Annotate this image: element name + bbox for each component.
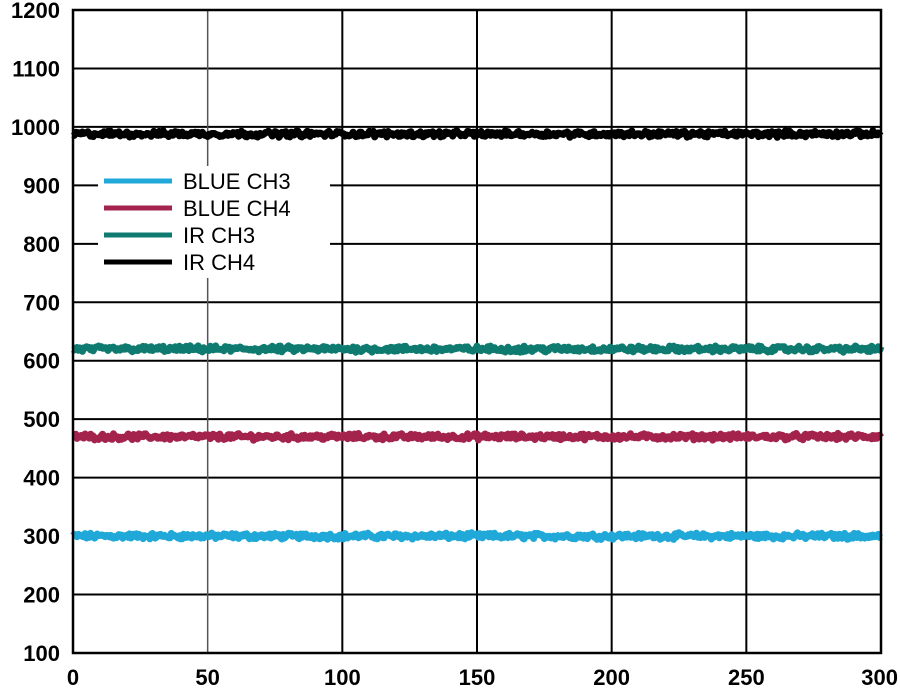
y-tick-label-200: 200: [23, 583, 60, 608]
plot-frame: [71, 8, 883, 655]
series-line-ir-ch4: [70, 127, 884, 141]
y-tick-label-300: 300: [23, 524, 60, 549]
y-tick-label-1000: 1000: [11, 115, 60, 140]
x-tick-label-300: 300: [861, 665, 898, 690]
legend-label-ir-ch3: IR CH3: [183, 223, 255, 248]
legend-label-blue-ch3: BLUE CH3: [183, 169, 291, 194]
y-tick-label-100: 100: [23, 641, 60, 666]
y-tick-label-900: 900: [23, 173, 60, 198]
y-tick-label-800: 800: [23, 232, 60, 257]
x-tick-label-150: 150: [459, 665, 496, 690]
y-tick-label-1200: 1200: [11, 0, 60, 23]
series-line-ir-ch3: [70, 342, 885, 356]
y-tick-label-500: 500: [23, 407, 60, 432]
x-tick-label-0: 0: [67, 665, 79, 690]
y-tick-label-700: 700: [23, 290, 60, 315]
y-axis-tick-labels: 100 200 300 400 500 600 700 800 900 1000 1100 1200: [11, 0, 60, 666]
x-tick-label-250: 250: [728, 665, 765, 690]
series-line-blue-ch4: [70, 429, 884, 444]
x-axis-tick-labels: 0 50 100 150 200 250 300: [67, 665, 898, 690]
legend-background: [98, 166, 330, 278]
grid: [72, 9, 882, 654]
series-line-blue-ch3: [70, 529, 884, 543]
y-tick-label-400: 400: [23, 466, 60, 491]
y-tick-label-1100: 1100: [12, 56, 60, 81]
y-tick-label-600: 600: [23, 349, 60, 374]
legend-label-ir-ch4: IR CH4: [183, 250, 255, 275]
x-tick-label-100: 100: [324, 665, 361, 690]
x-tick-label-200: 200: [593, 665, 630, 690]
series-lines: [70, 127, 885, 543]
legend-label-blue-ch4: BLUE CH4: [183, 196, 291, 221]
x-tick-label-50: 50: [195, 665, 219, 690]
